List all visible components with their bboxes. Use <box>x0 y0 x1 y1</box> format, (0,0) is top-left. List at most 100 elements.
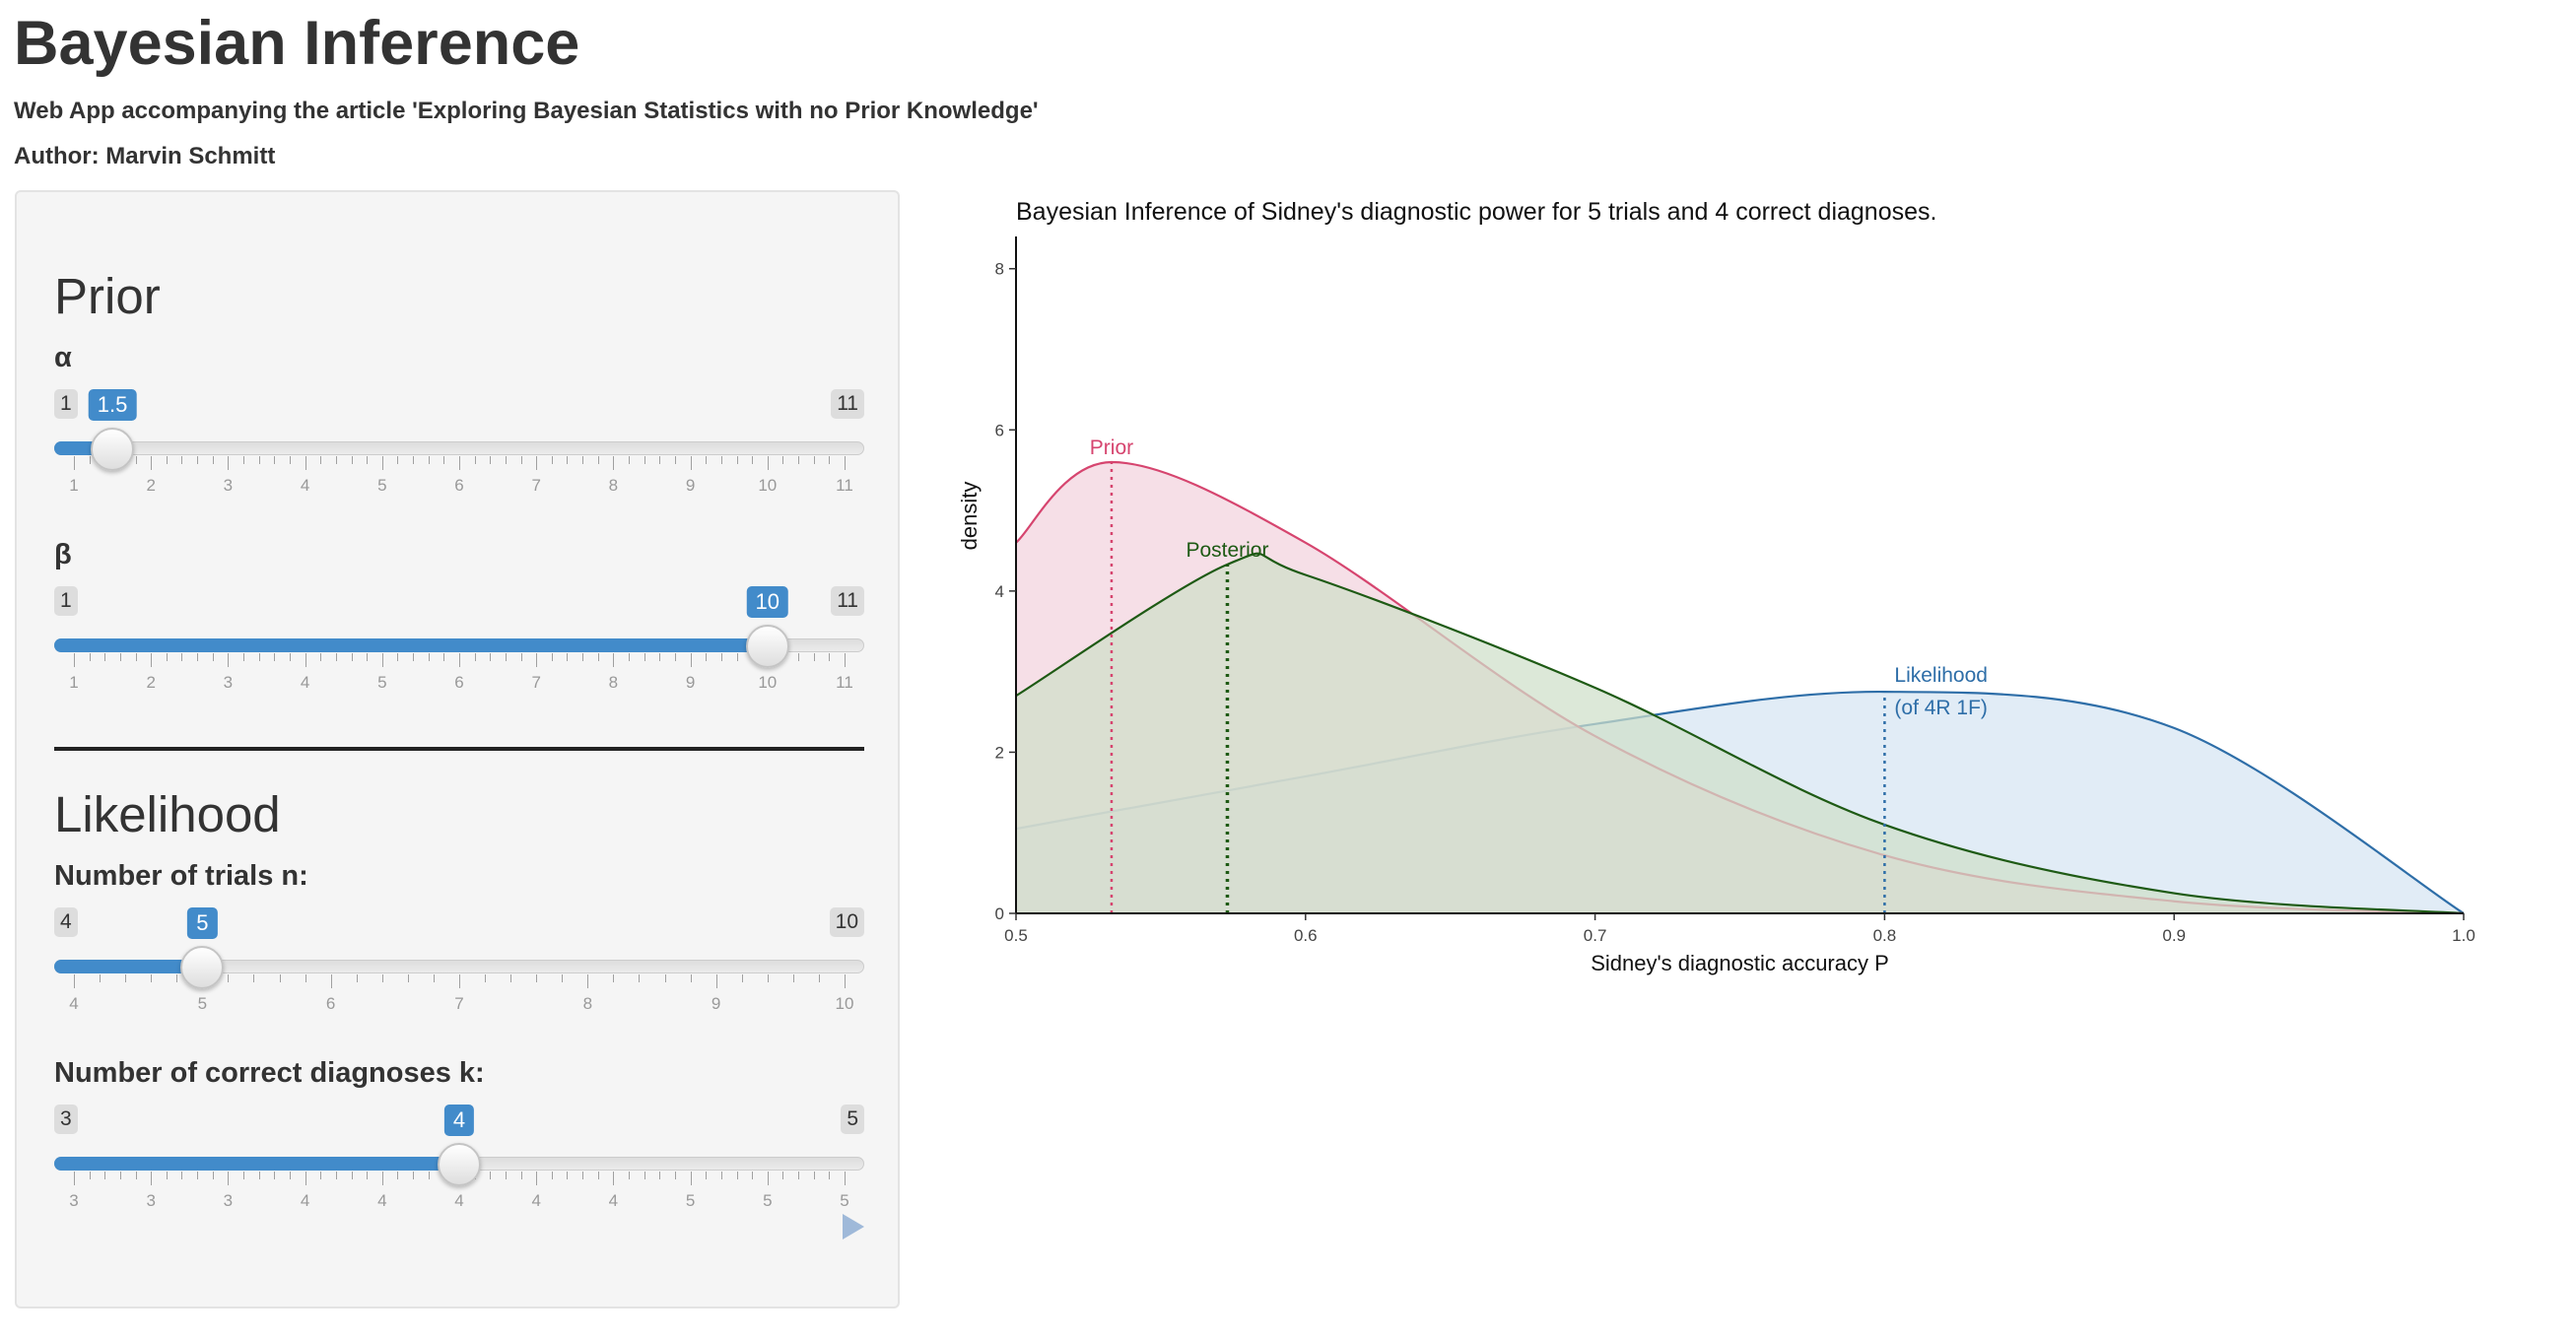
slider-minor-tick <box>536 974 538 982</box>
slider-tick <box>845 653 846 667</box>
slider-minor-tick <box>659 456 661 464</box>
slider-minor-tick <box>181 456 183 464</box>
slider-value-badge: 10 <box>746 586 789 618</box>
x-tick-label: 0.8 <box>1873 926 1897 945</box>
slider-minor-tick <box>567 653 569 661</box>
slider-minor-tick <box>505 653 507 661</box>
slider-tick <box>305 1172 306 1185</box>
slider-minor-tick <box>151 974 153 982</box>
slider-handle[interactable] <box>745 625 789 668</box>
slider-tick-label: 4 <box>300 476 310 495</box>
slider-minor-tick <box>736 1172 738 1179</box>
slider-tick-label: 11 <box>836 476 853 495</box>
slider-tick-label: 8 <box>582 994 593 1013</box>
slider-tick-label: 4 <box>608 1191 619 1210</box>
slider-handle[interactable] <box>180 946 225 989</box>
slider-minor-tick <box>741 974 743 982</box>
slider-tick-label: 3 <box>223 476 234 495</box>
slider-minor-tick <box>798 456 800 464</box>
slider-track[interactable] <box>54 441 864 455</box>
slider-minor-tick <box>582 653 584 661</box>
slider-minor-tick <box>629 456 631 464</box>
beta-label: β <box>54 539 72 570</box>
slider-minor-tick <box>335 456 337 464</box>
slider-tick-label: 7 <box>454 994 464 1013</box>
slider-minor-tick <box>413 1172 415 1179</box>
slider-minor-tick <box>720 653 722 661</box>
slider-minor-tick <box>135 653 137 661</box>
correct-diagnoses-slider[interactable]: 3 5 3 3 3 4 4 4 4 4 5 5 5 4 <box>54 1105 864 1227</box>
slider-minor-tick <box>490 1172 492 1179</box>
slider-tick-label: 5 <box>763 1191 773 1210</box>
play-icon[interactable] <box>843 1214 864 1240</box>
slider-minor-tick <box>351 653 353 661</box>
slider-minor-tick <box>197 1172 199 1179</box>
slider-tick-label: 1 <box>69 673 79 692</box>
slider-minor-tick <box>407 974 409 982</box>
slider-minor-tick <box>212 456 214 464</box>
slider-minor-tick <box>413 653 415 661</box>
correct-diagnoses-label: Number of correct diagnoses k: <box>54 1057 485 1089</box>
slider-tick <box>459 653 460 667</box>
app-title: Bayesian Inference <box>14 9 580 78</box>
slider-minor-tick <box>629 653 631 661</box>
slider-minor-tick <box>782 456 784 464</box>
slider-min-label: 3 <box>54 1105 78 1134</box>
slider-tick <box>767 456 769 470</box>
slider-minor-tick <box>485 974 487 982</box>
slider-minor-tick <box>176 974 178 982</box>
slider-handle[interactable] <box>438 1143 481 1186</box>
slider-tick <box>228 456 230 470</box>
slider-minor-tick <box>367 1172 369 1179</box>
x-tick-label: 0.9 <box>2162 926 2186 945</box>
slider-minor-tick <box>381 974 383 982</box>
slider-minor-tick <box>690 974 692 982</box>
series-label-prior: Prior <box>1090 436 1133 459</box>
slider-minor-tick <box>520 1172 522 1179</box>
slider-minor-tick <box>258 653 260 661</box>
trials-slider[interactable]: 4 10 4 5 6 7 8 9 10 5 <box>54 907 864 1030</box>
slider-minor-tick <box>119 653 121 661</box>
slider-minor-tick <box>567 1172 569 1179</box>
slider-value-badge: 4 <box>443 1105 475 1136</box>
slider-minor-tick <box>104 1172 106 1179</box>
slider-fill <box>54 1157 459 1171</box>
slider-minor-tick <box>243 1172 245 1179</box>
slider-minor-tick <box>798 653 800 661</box>
slider-tick <box>845 456 846 470</box>
slider-minor-tick <box>197 456 199 464</box>
alpha-slider[interactable]: 1 11 1 2 3 4 5 6 7 8 9 10 11 1.5 <box>54 389 864 511</box>
slider-minor-tick <box>562 974 564 982</box>
bayes-plot: Bayesian Inference of Sidney's diagnosti… <box>957 198 2475 975</box>
slider-minor-tick <box>166 1172 168 1179</box>
slider-minor-tick <box>443 653 445 661</box>
slider-minor-tick <box>397 456 399 464</box>
slider-minor-tick <box>367 653 369 661</box>
slider-tick <box>459 974 460 988</box>
slider-minor-tick <box>752 456 754 464</box>
x-axis-label: Sidney's diagnostic accuracy P <box>1591 951 1889 975</box>
slider-tick-label: 4 <box>69 994 79 1013</box>
slider-tick <box>305 456 306 470</box>
slider-minor-tick <box>490 456 492 464</box>
slider-minor-tick <box>792 974 794 982</box>
slider-minor-tick <box>135 456 137 464</box>
slider-tick-label: 10 <box>758 673 778 692</box>
slider-minor-tick <box>289 653 291 661</box>
slider-minor-tick <box>674 653 676 661</box>
slider-minor-tick <box>119 1172 121 1179</box>
slider-minor-tick <box>490 653 492 661</box>
slider-minor-tick <box>181 1172 183 1179</box>
beta-slider[interactable]: 1 11 1 2 3 4 5 6 7 8 9 10 11 10 <box>54 586 864 708</box>
slider-minor-tick <box>829 653 831 661</box>
slider-tick <box>151 1172 153 1185</box>
slider-minor-tick <box>367 456 369 464</box>
slider-tick-label: 9 <box>685 673 696 692</box>
slider-tick <box>228 1172 230 1185</box>
slider-handle[interactable] <box>91 428 135 471</box>
slider-tick <box>330 974 332 988</box>
slider-minor-tick <box>767 974 769 982</box>
slider-tick-label: 3 <box>223 673 234 692</box>
slider-tick-label: 6 <box>325 994 336 1013</box>
slider-minor-tick <box>89 653 91 661</box>
